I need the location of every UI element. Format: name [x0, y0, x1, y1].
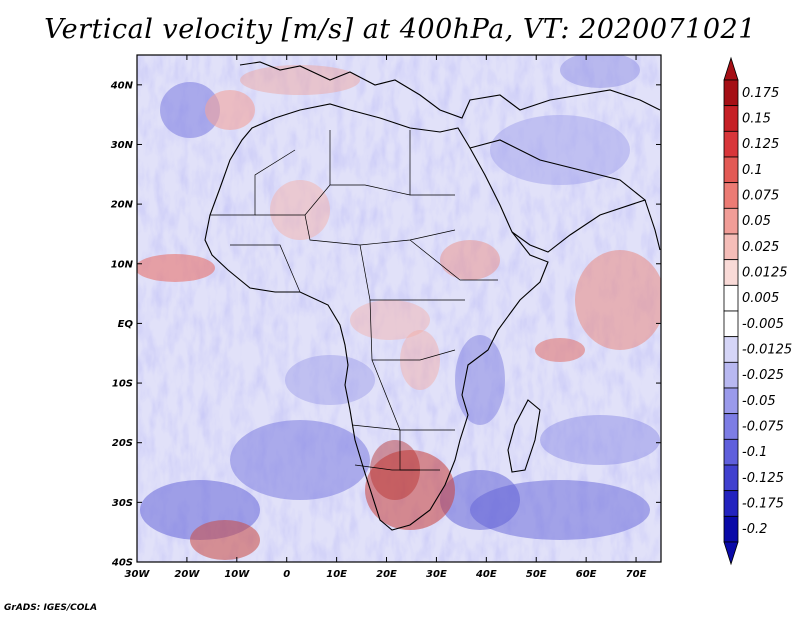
colorbar-swatch: [723, 233, 739, 261]
lon-tick-label: 0: [283, 569, 290, 580]
country-borders: [210, 130, 498, 471]
lat-tick-label: 30N: [111, 140, 134, 151]
colorbar-label: 0.15: [742, 112, 771, 127]
field-blob: [455, 335, 505, 425]
lat-tick-label: 20S: [112, 438, 133, 449]
colorbar-label: 0.1: [742, 163, 763, 178]
colorbar-swatch: [723, 182, 739, 209]
colorbar-swatch: [723, 130, 739, 158]
india-coastline: [644, 199, 661, 251]
chart-title: Vertical velocity [m/s] at 400hPa, VT: 2…: [44, 14, 756, 45]
lon-tick-label: 30E: [426, 569, 447, 580]
colorbar-swatch: [723, 284, 739, 312]
colorbar-label: 0.05: [742, 214, 771, 229]
colorbar-label: -0.125: [742, 471, 784, 486]
lat-tick-label: 10N: [111, 259, 134, 270]
lat-tick-label: 20N: [111, 200, 134, 211]
field-blob: [540, 415, 660, 465]
map-frame: [136, 54, 662, 563]
colorbar-label: 0.075: [742, 189, 779, 204]
coastlines: [204, 61, 661, 531]
credit-label: GrADS: IGES/COLA: [4, 603, 98, 613]
colorbar-swatch: [723, 515, 739, 543]
colorbar-label: 0.005: [742, 291, 779, 306]
field-blob: [440, 470, 520, 530]
lat-tick-label: EQ: [118, 319, 134, 330]
colorbar-swatch: [723, 207, 739, 235]
lon-tick-label: 60E: [576, 569, 597, 580]
field-blob: [440, 240, 500, 280]
europe-coastline: [239, 61, 661, 119]
colorbar: 0.175 0.15 0.125 0.1 0.075 0.05 0.025 0.0125 0.0…: [723, 56, 792, 566]
field-blob: [240, 65, 360, 95]
colorbar-swatch: [723, 464, 739, 492]
lon-tick-label: 10W: [224, 569, 250, 580]
field-blob: [535, 338, 585, 362]
colorbar-label: 0.025: [742, 240, 779, 255]
colorbar-swatch: [723, 156, 739, 184]
colorbar-swatch: [723, 259, 739, 286]
lon-tick-label: 20W: [174, 569, 200, 580]
map-axes: 30W 20W 10W 0 10E 20E 30E 40E 50E 60E 70E 40N 30N 20N…: [110, 55, 661, 580]
field-blob: [270, 180, 330, 240]
colorbar-label: -0.1: [742, 445, 767, 460]
madagascar-coastline: [507, 399, 541, 473]
colorbar-swatch: [723, 361, 739, 389]
lon-tick-label: 50E: [526, 569, 547, 580]
field-blob: [285, 355, 375, 405]
colorbar-label: 0.0125: [742, 266, 788, 281]
lon-tick-label: 10E: [326, 569, 347, 580]
colorbar-label: -0.075: [742, 420, 784, 435]
colorbar-label: 0.125: [742, 137, 779, 152]
lon-tick-label: 20E: [376, 569, 397, 580]
colorbar-swatch: [723, 336, 739, 363]
colorbar-label: -0.175: [742, 497, 784, 512]
colorbar-label: -0.025: [742, 368, 784, 383]
africa-coastline: [204, 103, 549, 531]
field-blob: [575, 250, 661, 350]
colorbar-swatch: [723, 413, 739, 440]
field-blob: [490, 115, 630, 185]
lon-tick-label: 30W: [125, 569, 151, 580]
colorbar-swatch: [723, 79, 739, 107]
field-blob: [560, 55, 640, 88]
lat-tick-label: 40N: [110, 80, 134, 91]
colorbar-label: 0.175: [742, 86, 779, 101]
colorbar-swatch: [723, 387, 739, 415]
lat-tick-label: 10S: [112, 379, 133, 390]
colorbar-label: -0.0125: [742, 343, 792, 358]
colorbar-label: -0.2: [742, 522, 767, 537]
field-blob: [160, 82, 220, 138]
field-blob: [205, 90, 255, 130]
lat-tick-label: 30S: [112, 498, 133, 509]
colorbar-label: -0.05: [742, 394, 776, 409]
map-field: [137, 55, 661, 562]
colorbar-label: -0.005: [742, 317, 784, 332]
colorbar-swatch: [723, 105, 739, 132]
field-blob: [137, 254, 215, 282]
colorbar-swatch: [723, 438, 739, 466]
lat-tick-label: 40S: [111, 558, 133, 569]
lon-tick-label: 70E: [626, 569, 647, 580]
field-blob: [230, 420, 370, 500]
lon-tick-label: 40E: [475, 569, 497, 580]
colorbar-cap-top: [723, 56, 739, 81]
colorbar-cap-bottom: [723, 541, 739, 566]
field-blob: [190, 520, 260, 560]
colorbar-swatch: [723, 490, 739, 517]
colorbar-swatch: [723, 310, 739, 338]
